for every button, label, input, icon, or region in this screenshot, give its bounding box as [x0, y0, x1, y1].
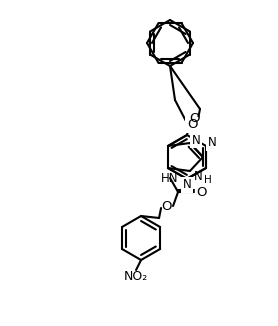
Text: N: N	[193, 170, 202, 183]
Text: O: O	[187, 118, 197, 131]
Text: N: N	[208, 137, 217, 150]
Text: HN: HN	[161, 171, 178, 185]
Text: O: O	[161, 200, 171, 213]
Text: NO₂: NO₂	[124, 270, 148, 283]
Text: O: O	[196, 185, 206, 199]
Text: H: H	[204, 175, 212, 185]
Text: O: O	[190, 112, 200, 126]
Text: N: N	[183, 179, 191, 191]
Text: N: N	[192, 134, 200, 146]
